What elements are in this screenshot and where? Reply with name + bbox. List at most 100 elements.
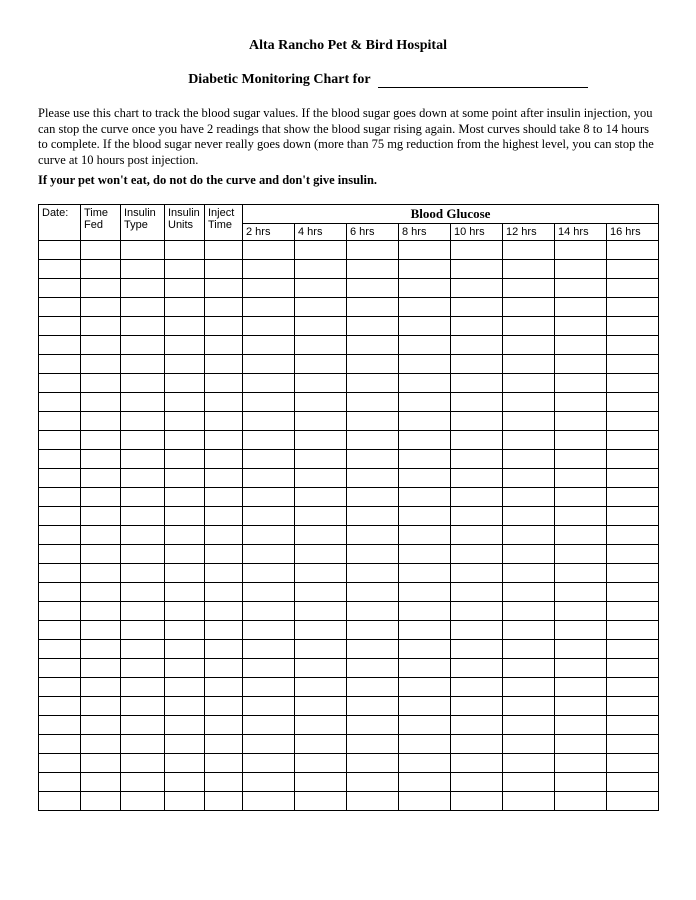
table-cell[interactable] <box>295 487 347 506</box>
table-cell[interactable] <box>243 506 295 525</box>
table-cell[interactable] <box>451 544 503 563</box>
table-cell[interactable] <box>39 278 81 297</box>
table-cell[interactable] <box>205 525 243 544</box>
table-cell[interactable] <box>347 506 399 525</box>
table-cell[interactable] <box>165 259 205 278</box>
table-cell[interactable] <box>503 259 555 278</box>
table-cell[interactable] <box>451 430 503 449</box>
table-cell[interactable] <box>205 468 243 487</box>
table-cell[interactable] <box>81 753 121 772</box>
table-cell[interactable] <box>39 316 81 335</box>
table-cell[interactable] <box>121 316 165 335</box>
table-cell[interactable] <box>347 411 399 430</box>
table-cell[interactable] <box>347 772 399 791</box>
table-cell[interactable] <box>347 278 399 297</box>
table-cell[interactable] <box>555 487 607 506</box>
table-cell[interactable] <box>607 620 659 639</box>
table-cell[interactable] <box>81 582 121 601</box>
table-cell[interactable] <box>503 373 555 392</box>
table-cell[interactable] <box>399 620 451 639</box>
table-cell[interactable] <box>81 373 121 392</box>
table-cell[interactable] <box>165 354 205 373</box>
table-cell[interactable] <box>607 278 659 297</box>
table-cell[interactable] <box>503 335 555 354</box>
table-cell[interactable] <box>503 487 555 506</box>
table-cell[interactable] <box>295 449 347 468</box>
table-cell[interactable] <box>39 620 81 639</box>
table-cell[interactable] <box>295 468 347 487</box>
table-cell[interactable] <box>81 639 121 658</box>
table-cell[interactable] <box>121 259 165 278</box>
table-cell[interactable] <box>399 601 451 620</box>
table-cell[interactable] <box>165 772 205 791</box>
table-cell[interactable] <box>347 354 399 373</box>
table-cell[interactable] <box>607 582 659 601</box>
table-cell[interactable] <box>243 582 295 601</box>
table-cell[interactable] <box>205 411 243 430</box>
table-cell[interactable] <box>451 487 503 506</box>
table-cell[interactable] <box>205 582 243 601</box>
table-cell[interactable] <box>451 468 503 487</box>
table-cell[interactable] <box>243 297 295 316</box>
table-cell[interactable] <box>165 601 205 620</box>
table-cell[interactable] <box>451 278 503 297</box>
table-cell[interactable] <box>121 468 165 487</box>
table-cell[interactable] <box>295 601 347 620</box>
table-cell[interactable] <box>399 677 451 696</box>
table-cell[interactable] <box>555 734 607 753</box>
table-cell[interactable] <box>503 772 555 791</box>
table-cell[interactable] <box>607 791 659 810</box>
table-cell[interactable] <box>607 240 659 259</box>
table-cell[interactable] <box>165 677 205 696</box>
table-cell[interactable] <box>39 335 81 354</box>
table-cell[interactable] <box>243 392 295 411</box>
table-cell[interactable] <box>607 658 659 677</box>
table-cell[interactable] <box>121 753 165 772</box>
table-cell[interactable] <box>295 259 347 278</box>
table-cell[interactable] <box>243 525 295 544</box>
table-cell[interactable] <box>399 563 451 582</box>
table-cell[interactable] <box>205 639 243 658</box>
table-cell[interactable] <box>503 620 555 639</box>
table-cell[interactable] <box>607 392 659 411</box>
table-cell[interactable] <box>451 658 503 677</box>
table-cell[interactable] <box>295 240 347 259</box>
table-cell[interactable] <box>503 449 555 468</box>
table-cell[interactable] <box>503 430 555 449</box>
table-cell[interactable] <box>39 468 81 487</box>
table-cell[interactable] <box>243 791 295 810</box>
table-cell[interactable] <box>81 715 121 734</box>
table-cell[interactable] <box>81 601 121 620</box>
table-cell[interactable] <box>39 411 81 430</box>
table-cell[interactable] <box>205 316 243 335</box>
table-cell[interactable] <box>39 601 81 620</box>
table-cell[interactable] <box>399 544 451 563</box>
table-cell[interactable] <box>503 582 555 601</box>
table-cell[interactable] <box>607 506 659 525</box>
table-cell[interactable] <box>555 240 607 259</box>
table-cell[interactable] <box>295 677 347 696</box>
table-cell[interactable] <box>243 696 295 715</box>
table-cell[interactable] <box>607 525 659 544</box>
table-cell[interactable] <box>295 430 347 449</box>
table-cell[interactable] <box>399 525 451 544</box>
table-cell[interactable] <box>121 563 165 582</box>
table-cell[interactable] <box>347 734 399 753</box>
table-cell[interactable] <box>165 639 205 658</box>
table-cell[interactable] <box>555 620 607 639</box>
table-cell[interactable] <box>347 392 399 411</box>
table-cell[interactable] <box>347 582 399 601</box>
table-cell[interactable] <box>451 582 503 601</box>
table-cell[interactable] <box>503 354 555 373</box>
table-cell[interactable] <box>295 753 347 772</box>
table-cell[interactable] <box>121 506 165 525</box>
table-cell[interactable] <box>243 468 295 487</box>
table-cell[interactable] <box>295 373 347 392</box>
table-cell[interactable] <box>555 430 607 449</box>
table-cell[interactable] <box>39 734 81 753</box>
table-cell[interactable] <box>39 544 81 563</box>
table-cell[interactable] <box>451 791 503 810</box>
table-cell[interactable] <box>39 259 81 278</box>
table-cell[interactable] <box>607 316 659 335</box>
table-cell[interactable] <box>81 297 121 316</box>
